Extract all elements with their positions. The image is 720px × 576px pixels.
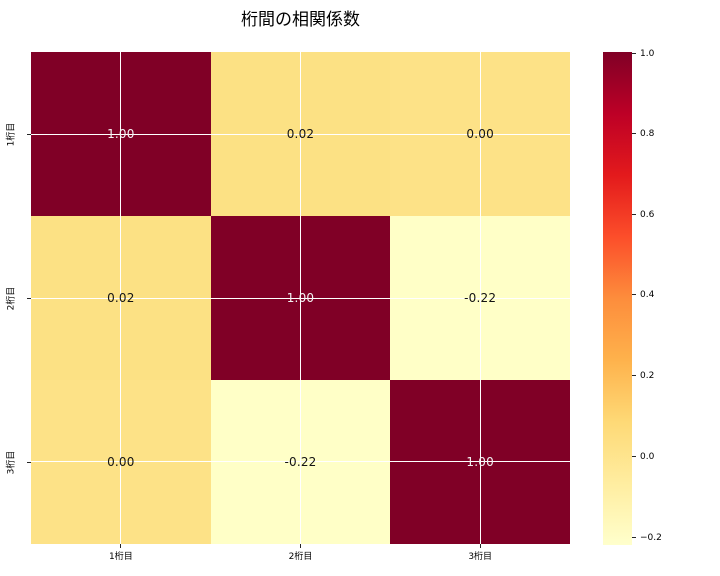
heatmap-cell-r1c2: -0.22 [390, 216, 570, 380]
y-axis: 1桁目 2桁目 3桁目 [0, 52, 31, 544]
y-tick-label: 2桁目 [6, 286, 17, 310]
colorbar-tick-mark [632, 53, 636, 54]
heatmap-grid: 1.00 0.02 0.00 0.02 1.00 -0.22 0.00 -0.2… [31, 52, 570, 544]
colorbar-tick-label: −0.2 [640, 532, 662, 543]
y-tick-mark [27, 297, 31, 299]
colorbar-ticks: 1.0 0.8 0.6 0.4 0.2 0.0 −0.2 [632, 49, 692, 545]
cell-value: 1.00 [286, 291, 315, 305]
y-tick-1: 1桁目 [0, 52, 31, 216]
heatmap-cell-r2c2: 1.00 [390, 380, 570, 544]
x-tick-mark [300, 544, 301, 548]
colorbar-tick: 0.6 [632, 210, 654, 220]
cell-value: 0.02 [107, 291, 135, 305]
colorbar-tick: 0.0 [632, 452, 654, 462]
heatmap-cell-r0c1: 0.02 [210, 52, 391, 216]
colorbar-tick: 0.8 [632, 129, 654, 139]
heatmap-cell-r0c0: 1.00 [31, 52, 211, 216]
x-tick-label: 1桁目 [108, 552, 133, 562]
colorbar-tick-mark [632, 537, 636, 538]
colorbar-tick-label: 0.6 [640, 209, 655, 220]
heatmap-cell-r2c0: 0.00 [31, 380, 211, 544]
colorbar-gradient [603, 52, 632, 545]
x-tick-mark [479, 544, 481, 548]
colorbar-tick: 0.2 [632, 371, 654, 381]
x-tick-1: 1桁目 [31, 544, 211, 568]
cell-value: 0.02 [286, 127, 315, 141]
y-tick-3: 3桁目 [0, 380, 31, 544]
cell-value: 1.00 [107, 127, 135, 141]
y-tick-mark [27, 133, 31, 135]
colorbar-tick-mark [632, 294, 636, 295]
colorbar-tick-label: 0.4 [640, 289, 655, 300]
cell-value: 0.00 [466, 127, 494, 141]
cell-value: -0.22 [464, 291, 497, 305]
cell-value: 0.00 [107, 455, 135, 469]
colorbar-tick: 0.4 [632, 290, 654, 300]
cell-value: 1.00 [466, 455, 494, 469]
heatmap-cell-r1c1: 1.00 [210, 216, 391, 380]
cell-value: -0.22 [284, 455, 317, 469]
y-tick-label: 1桁目 [6, 122, 17, 146]
colorbar-tick-mark [632, 456, 636, 457]
x-tick-label: 2桁目 [288, 552, 313, 562]
colorbar-tick-mark [632, 133, 636, 134]
heatmap-cell-r1c0: 0.02 [31, 216, 211, 380]
heatmap-cell-r2c1: -0.22 [210, 380, 391, 544]
y-tick-2: 2桁目 [0, 216, 31, 380]
colorbar-tick-label: 0.2 [640, 370, 655, 381]
x-tick-2: 2桁目 [211, 544, 391, 568]
colorbar-tick-label: 1.0 [640, 48, 655, 59]
y-tick-mark [27, 461, 31, 463]
colorbar-tick-label: 0.8 [640, 128, 655, 139]
x-tick-label: 3桁目 [468, 552, 493, 562]
x-tick-3: 3桁目 [390, 544, 570, 568]
colorbar-tick: −0.2 [632, 533, 662, 543]
colorbar-tick: 1.0 [632, 49, 654, 59]
colorbar-tick-label: 0.0 [640, 451, 655, 462]
y-tick-label: 3桁目 [6, 450, 17, 474]
colorbar-tick-mark [632, 214, 636, 215]
colorbar-tick-mark [632, 375, 636, 376]
x-tick-mark [120, 544, 122, 548]
chart-title: 桁間の相関係数 [241, 10, 360, 30]
x-axis: 1桁目 2桁目 3桁目 [31, 544, 570, 568]
heatmap-cell-r0c2: 0.00 [390, 52, 570, 216]
